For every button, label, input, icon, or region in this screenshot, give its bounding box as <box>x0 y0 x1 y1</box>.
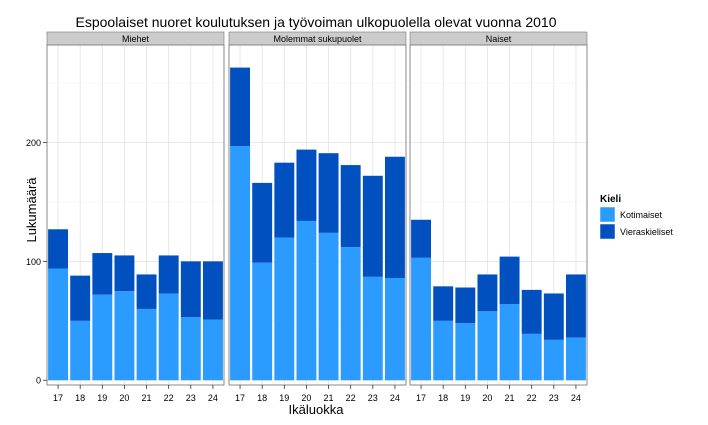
bar-vieraskieliset <box>565 274 586 338</box>
x-tick-label: 22 <box>164 393 174 403</box>
panel-0: Miehet 17 18 19 20 21 22 23 24 <box>46 31 225 403</box>
legend-items: Kotimaiset Vieraskieliset <box>599 206 673 240</box>
bar-vieraskieliset <box>340 165 361 248</box>
panel-border <box>228 44 407 386</box>
x-tick-label: 18 <box>75 393 85 403</box>
bar-kotimaiset <box>136 308 157 381</box>
panel-1: Molemmat sukupuolet 17 18 19 20 21 22 23 24 <box>228 31 407 403</box>
legend-swatch-vieraskieliset <box>599 223 616 240</box>
bar-vieraskieliset <box>296 149 317 221</box>
y-axis: 0 100 200 <box>26 138 47 386</box>
bar-vieraskieliset <box>455 287 476 324</box>
bar-vieraskieliset <box>70 275 91 321</box>
bar-kotimaiset <box>114 291 135 381</box>
bar-vieraskieliset <box>48 229 69 269</box>
bar-kotimaiset <box>477 311 498 381</box>
bar-kotimaiset <box>543 339 564 381</box>
bar-kotimaiset <box>433 320 454 381</box>
bar-kotimaiset <box>318 232 339 381</box>
legend: Kieli Kotimaiset Vieraskieliset <box>599 194 673 240</box>
bar-kotimaiset <box>499 304 520 381</box>
x-tick-label: 24 <box>208 393 218 403</box>
x-tick-label: 24 <box>571 393 581 403</box>
bar-vieraskieliset <box>362 175 383 277</box>
bar-vieraskieliset <box>114 255 135 292</box>
bar-kotimaiset <box>362 276 383 381</box>
bar-vieraskieliset <box>180 261 201 318</box>
x-tick-label: 21 <box>505 393 515 403</box>
panel-border <box>409 44 588 386</box>
bar-vieraskieliset <box>202 261 223 320</box>
bar-vieraskieliset <box>384 156 405 279</box>
bar-vieraskieliset <box>477 274 498 312</box>
bar-kotimaiset <box>521 333 542 381</box>
x-tick-label: 22 <box>527 393 537 403</box>
legend-label-vieraskieliset: Vieraskieliset <box>620 227 673 237</box>
legend-title: Kieli <box>600 194 621 205</box>
x-tick-label: 23 <box>186 393 196 403</box>
bar-vieraskieliset <box>230 67 251 147</box>
bar-kotimaiset <box>48 268 69 381</box>
y-tick-label: 200 <box>26 138 41 148</box>
x-tick-label: 20 <box>301 393 311 403</box>
bar-vieraskieliset <box>411 219 432 258</box>
x-axis-label: Ikäluokka <box>289 402 345 417</box>
y-axis-label: Lukumäärä <box>24 177 39 243</box>
bar-vieraskieliset <box>543 293 564 340</box>
x-tick-label: 19 <box>460 393 470 403</box>
y-tick-label: 0 <box>36 376 41 386</box>
x-tick-label: 19 <box>97 393 107 403</box>
bar-kotimaiset <box>92 294 113 381</box>
legend-label-kotimaiset: Kotimaiset <box>620 210 663 220</box>
x-tick-label: 23 <box>368 393 378 403</box>
x-tick-label: 19 <box>279 393 289 403</box>
bar-vieraskieliset <box>274 162 295 238</box>
bar-kotimaiset <box>230 146 251 381</box>
bar-vieraskieliset <box>92 253 113 295</box>
x-tick-label: 20 <box>119 393 129 403</box>
panel-strip-label: Molemmat sukupuolet <box>273 34 362 44</box>
x-tick-label: 23 <box>549 393 559 403</box>
bar-kotimaiset <box>565 337 586 381</box>
bar-vieraskieliset <box>433 286 454 321</box>
x-tick-label: 18 <box>257 393 267 403</box>
panel-border <box>46 44 225 386</box>
bar-kotimaiset <box>455 323 476 381</box>
bar-vieraskieliset <box>499 256 520 305</box>
bar-kotimaiset <box>202 319 223 381</box>
bar-kotimaiset <box>384 278 405 381</box>
x-tick-label: 17 <box>53 393 63 403</box>
panel-2: Naiset 17 18 19 20 21 22 23 24 <box>409 31 588 403</box>
x-tick-label: 18 <box>438 393 448 403</box>
bar-vieraskieliset <box>252 182 273 263</box>
bar-vieraskieliset <box>136 274 157 309</box>
x-tick-label: 22 <box>346 393 356 403</box>
legend-swatch-kotimaiset <box>599 206 616 223</box>
panel-strip-label: Miehet <box>122 34 150 44</box>
x-tick-label: 24 <box>390 393 400 403</box>
bar-kotimaiset <box>340 247 361 381</box>
bar-kotimaiset <box>180 317 201 381</box>
x-tick-label: 21 <box>142 393 152 403</box>
bar-vieraskieliset <box>158 255 179 294</box>
bar-vieraskieliset <box>318 153 339 233</box>
bar-kotimaiset <box>274 237 295 381</box>
x-tick-label: 17 <box>235 393 245 403</box>
bar-kotimaiset <box>252 262 273 381</box>
x-tick-label: 20 <box>482 393 492 403</box>
bar-kotimaiset <box>411 257 432 381</box>
panel-strip-label: Naiset <box>486 34 512 44</box>
x-tick-label: 21 <box>324 393 334 403</box>
bar-kotimaiset <box>158 293 179 381</box>
y-tick-label: 100 <box>26 257 41 267</box>
bar-vieraskieliset <box>521 289 542 334</box>
x-tick-label: 17 <box>416 393 426 403</box>
bar-kotimaiset <box>70 320 91 381</box>
chart-title: Espoolaiset nuoret koulutuksen ja työvoi… <box>76 14 557 30</box>
bar-kotimaiset <box>296 220 317 381</box>
